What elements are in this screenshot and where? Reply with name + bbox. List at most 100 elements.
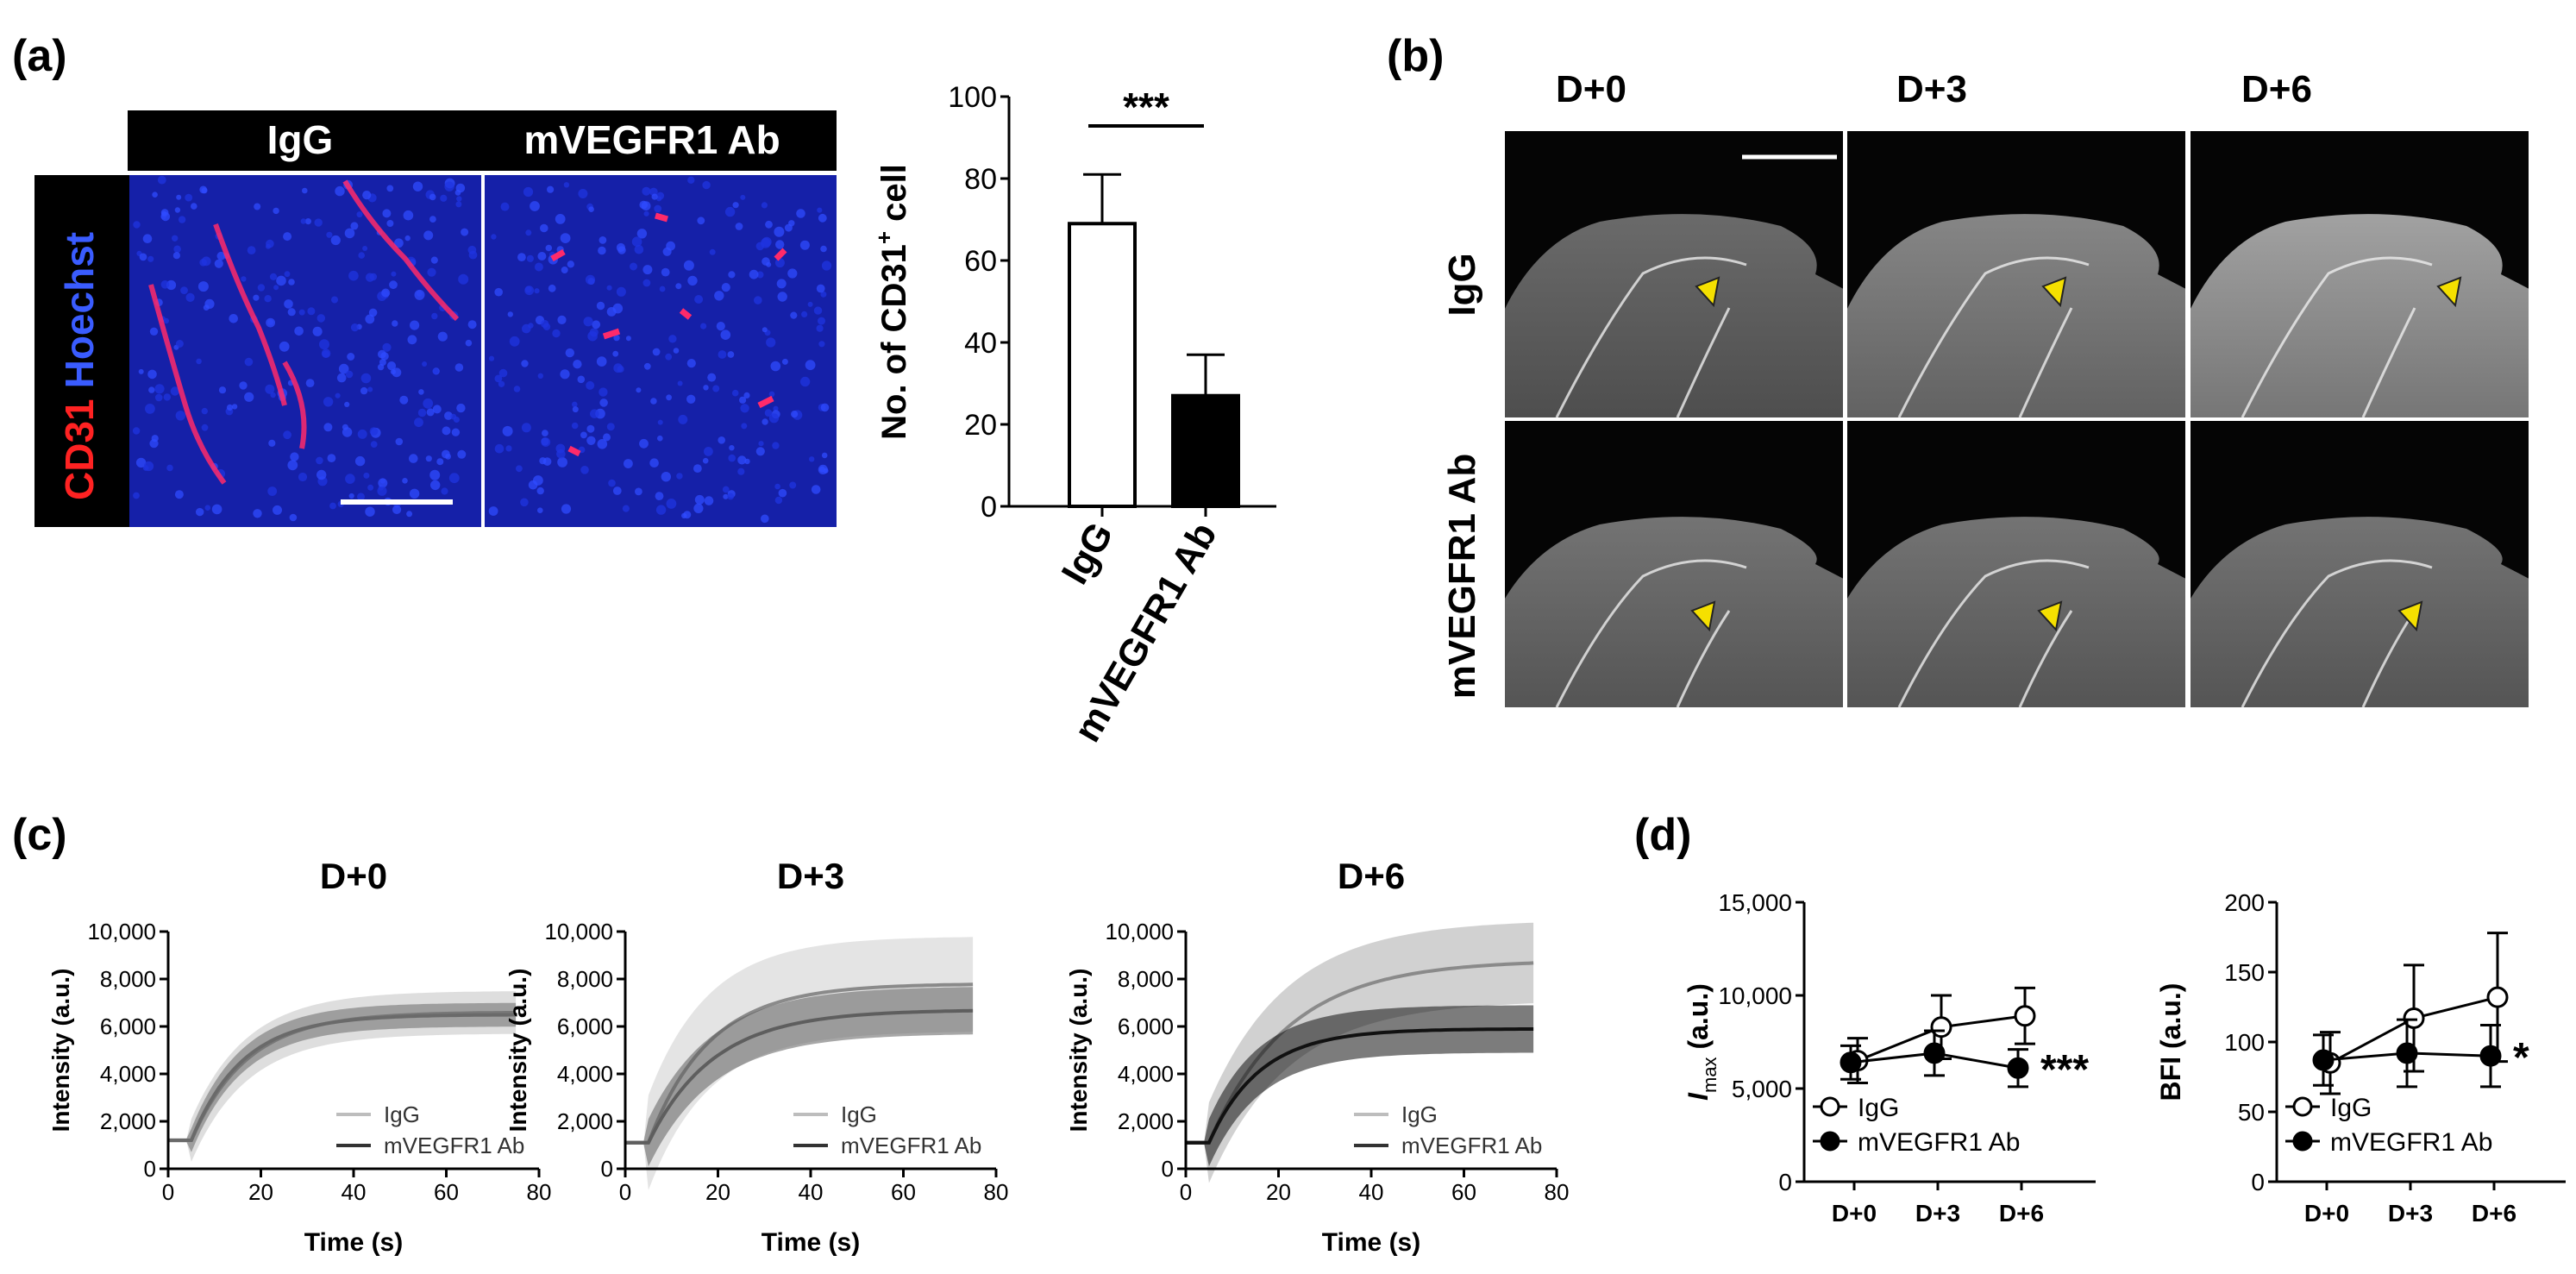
nucleus xyxy=(266,243,271,249)
nucleus xyxy=(548,284,556,292)
nucleus xyxy=(678,414,688,424)
tissue-silhouette xyxy=(1505,517,1843,707)
nucleus xyxy=(765,220,773,229)
nucleus xyxy=(770,361,781,372)
nucleus xyxy=(642,265,653,275)
nucleus xyxy=(399,395,409,405)
nucleus xyxy=(326,231,333,238)
nucleus xyxy=(521,423,531,433)
nucleus xyxy=(631,236,642,248)
nucleus xyxy=(530,201,540,211)
nucleus xyxy=(709,248,716,255)
nucleus xyxy=(204,298,215,309)
nucleus xyxy=(409,454,418,463)
nucleus xyxy=(729,445,735,451)
nucleus xyxy=(197,281,209,292)
point-1 xyxy=(2396,1042,2418,1064)
nucleus xyxy=(135,457,147,468)
nucleus xyxy=(348,493,354,499)
nucleus xyxy=(534,288,540,294)
vessel-lines xyxy=(1555,256,1747,418)
nucleus xyxy=(716,322,725,331)
nucleus xyxy=(345,474,355,484)
nucleus xyxy=(395,437,404,446)
vessels-mvegfr1 xyxy=(550,212,787,457)
panel-a-images: IgG mVEGFR1 Ab CD31 Hoechst xyxy=(34,110,837,527)
nucleus xyxy=(302,187,308,194)
nucleus xyxy=(599,236,607,244)
y-tick-label: 2,000 xyxy=(557,1108,613,1134)
nucleus xyxy=(572,406,579,413)
nucleus xyxy=(403,210,414,221)
nucleus xyxy=(231,404,238,410)
nucleus xyxy=(536,486,544,495)
nucleus xyxy=(585,274,596,285)
nucleus xyxy=(491,234,497,240)
nucleus xyxy=(565,348,574,358)
nucleus xyxy=(498,380,505,387)
nucleus xyxy=(762,418,768,425)
nucleus xyxy=(494,287,503,297)
nucleus xyxy=(363,472,370,479)
nucleus xyxy=(702,180,711,190)
nucleus xyxy=(656,196,662,202)
nucleus xyxy=(561,504,572,514)
nucleus xyxy=(643,210,649,217)
nucleus xyxy=(613,334,620,342)
legend-label-mvegfr1: mVEGFR1 Ab xyxy=(384,1133,524,1158)
nucleus xyxy=(253,509,262,518)
nucleus xyxy=(430,256,438,264)
nucleus xyxy=(697,217,705,225)
x-tick-label: D+6 xyxy=(2472,1200,2516,1227)
y-tick-label: 0 xyxy=(2251,1169,2265,1196)
bar-0 xyxy=(1068,222,1137,508)
nucleus xyxy=(560,369,570,380)
nucleus xyxy=(764,409,773,417)
nucleus xyxy=(178,216,186,223)
point-1 xyxy=(2479,1045,2502,1067)
y-label-suffix: cell xyxy=(875,164,913,231)
nucleus xyxy=(528,323,534,329)
point-1 xyxy=(2312,1049,2335,1071)
nucleus xyxy=(429,193,436,201)
nucleus xyxy=(247,246,256,254)
y-axis-label: BFI (a.u.) xyxy=(2155,983,2186,1101)
point-0 xyxy=(2486,986,2509,1008)
nucleus xyxy=(606,423,615,431)
x-tick-label: D+0 xyxy=(1832,1200,1877,1227)
nucleus xyxy=(317,314,326,323)
arrowhead-icon xyxy=(1690,600,1716,632)
nucleus xyxy=(683,260,694,271)
nucleus xyxy=(537,507,543,513)
nucleus xyxy=(712,385,720,392)
vessel-lines xyxy=(1555,559,1747,708)
point-0 xyxy=(2403,1007,2425,1029)
nucleus xyxy=(357,493,365,501)
nucleus xyxy=(760,238,771,248)
nucleus xyxy=(298,472,308,482)
nucleus xyxy=(625,336,631,342)
ldf-image-r1-c2 xyxy=(2191,421,2529,708)
nucleus xyxy=(407,335,417,345)
nucleus xyxy=(668,335,677,343)
nucleus xyxy=(789,481,797,489)
significance-marker: *** xyxy=(2040,1047,2089,1093)
y-tick-label: 40 xyxy=(964,327,997,360)
nucleus xyxy=(147,255,154,262)
nucleus xyxy=(429,216,436,223)
nucleus xyxy=(163,317,169,324)
y-tick-label: 50 xyxy=(2238,1099,2265,1126)
nucleus xyxy=(406,511,413,518)
nucleus xyxy=(787,268,798,279)
nucleus xyxy=(775,240,785,249)
nucleus xyxy=(455,201,462,208)
nucleus xyxy=(666,499,677,509)
nucleus xyxy=(707,373,717,382)
nucleus xyxy=(636,387,642,393)
nucleus xyxy=(170,386,180,396)
nucleus xyxy=(174,207,181,213)
x-tick-label: 80 xyxy=(527,1179,552,1205)
nucleus xyxy=(774,496,783,505)
nucleus xyxy=(555,443,566,454)
nucleus xyxy=(740,404,749,413)
